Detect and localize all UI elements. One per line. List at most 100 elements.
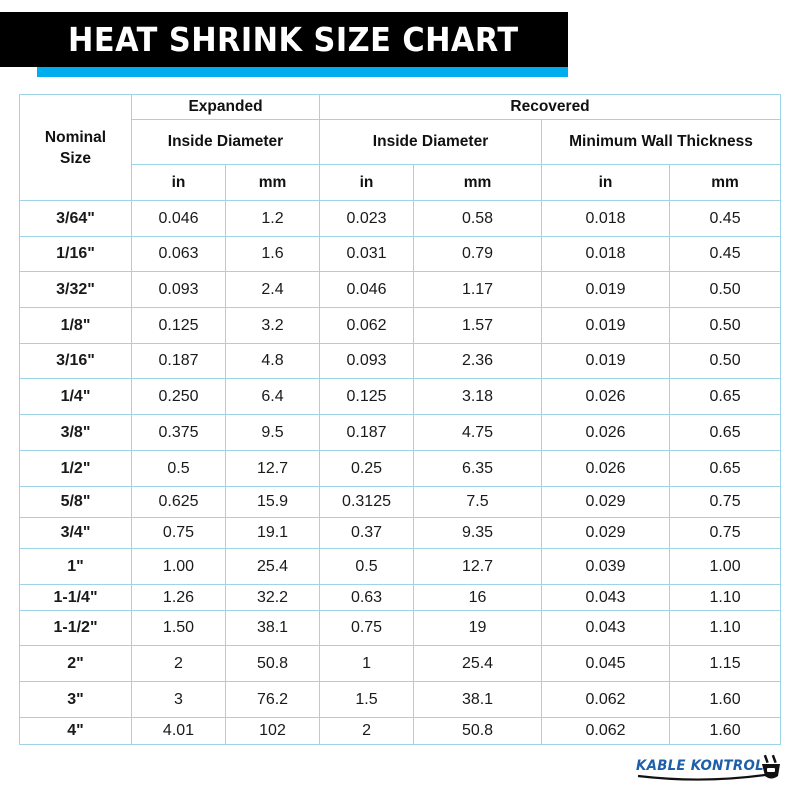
nominal-size-cell: 1-1/4" — [19, 584, 132, 611]
nominal-size-cell: 1/2" — [19, 450, 132, 487]
recovered-in-cell: 2 — [319, 717, 415, 745]
header-min-wall-thickness: Minimum Wall Thickness — [541, 119, 782, 165]
expanded-in-cell: 1.50 — [131, 610, 226, 646]
recovered-mm-cell: 1.17 — [413, 271, 543, 308]
title-banner: HEAT SHRINK SIZE CHART — [0, 12, 568, 67]
recovered-mm-cell: 12.7 — [413, 548, 543, 585]
table-row: 3/32" 0.093 2.4 0.046 1.17 0.019 0.50 — [19, 271, 782, 308]
table-row: 1-1/2" 1.50 38.1 0.75 19 0.043 1.10 — [19, 610, 782, 646]
unit-header: mm — [669, 164, 782, 201]
wall-in-cell: 0.019 — [541, 271, 671, 308]
expanded-mm-cell: 9.5 — [224, 414, 321, 451]
wall-in-cell: 0.026 — [541, 414, 671, 451]
expanded-in-cell: 0.375 — [131, 414, 226, 451]
nominal-size-cell: 3/16" — [19, 343, 132, 379]
expanded-in-cell: 0.063 — [131, 236, 226, 272]
table-row: 1-1/4" 1.26 32.2 0.63 16 0.043 1.10 — [19, 584, 782, 611]
recovered-mm-cell: 7.5 — [413, 486, 543, 518]
wall-in-cell: 0.018 — [541, 200, 671, 237]
expanded-mm-cell: 2.4 — [224, 271, 321, 308]
recovered-in-cell: 0.031 — [319, 236, 415, 272]
expanded-in-cell: 0.093 — [131, 271, 226, 308]
nominal-size-cell: 3" — [19, 681, 132, 718]
expanded-mm-cell: 50.8 — [224, 645, 321, 682]
unit-header: in — [131, 164, 226, 201]
expanded-mm-cell: 4.8 — [224, 343, 321, 379]
header-expanded: Expanded — [130, 94, 321, 120]
wall-in-cell: 0.026 — [541, 450, 671, 487]
recovered-mm-cell: 0.79 — [413, 236, 543, 272]
recovered-in-cell: 0.093 — [319, 343, 415, 379]
header-recovered: Recovered — [319, 94, 782, 120]
table-row: 1/2" 0.5 12.7 0.25 6.35 0.026 0.65 — [19, 450, 782, 487]
logo-text: KABLE KONTROL — [636, 758, 764, 774]
nominal-size-cell: 1/8" — [19, 307, 132, 344]
expanded-in-cell: 0.250 — [131, 378, 226, 415]
nominal-size-cell: 2" — [19, 645, 132, 682]
expanded-mm-cell: 102 — [224, 717, 321, 745]
expanded-in-cell: 0.046 — [131, 200, 226, 237]
nominal-size-cell: 1/4" — [19, 378, 132, 415]
table-row: 3" 3 76.2 1.5 38.1 0.062 1.60 — [19, 681, 782, 718]
recovered-mm-cell: 50.8 — [413, 717, 543, 745]
expanded-mm-cell: 1.6 — [224, 236, 321, 272]
wall-in-cell: 0.039 — [541, 548, 671, 585]
recovered-in-cell: 0.25 — [319, 450, 415, 487]
wall-mm-cell: 0.45 — [669, 236, 782, 272]
wall-in-cell: 0.029 — [541, 486, 671, 518]
wall-mm-cell: 1.60 — [669, 717, 782, 745]
table-row: 1/8" 0.125 3.2 0.062 1.57 0.019 0.50 — [19, 307, 782, 344]
recovered-mm-cell: 19 — [413, 610, 543, 646]
expanded-in-cell: 0.125 — [131, 307, 226, 344]
wall-mm-cell: 1.10 — [669, 610, 782, 646]
expanded-mm-cell: 1.2 — [224, 200, 321, 237]
unit-header: in — [541, 164, 671, 201]
wall-in-cell: 0.018 — [541, 236, 671, 272]
expanded-in-cell: 4.01 — [131, 717, 226, 745]
recovered-mm-cell: 0.58 — [413, 200, 543, 237]
recovered-in-cell: 1.5 — [319, 681, 415, 718]
expanded-in-cell: 0.187 — [131, 343, 226, 379]
expanded-in-cell: 0.625 — [131, 486, 226, 518]
table-row: 3/64" 0.046 1.2 0.023 0.58 0.018 0.45 — [19, 200, 782, 237]
recovered-mm-cell: 38.1 — [413, 681, 543, 718]
plug-icon — [762, 754, 780, 779]
recovered-mm-cell: 9.35 — [413, 517, 543, 549]
table-row: 3/4" 0.75 19.1 0.37 9.35 0.029 0.75 — [19, 517, 782, 549]
wall-mm-cell: 1.00 — [669, 548, 782, 585]
recovered-in-cell: 0.37 — [319, 517, 415, 549]
kable-kontrol-logo: KABLE KONTROL — [636, 754, 786, 790]
recovered-mm-cell: 2.36 — [413, 343, 543, 379]
wall-mm-cell: 0.65 — [669, 450, 782, 487]
expanded-mm-cell: 12.7 — [224, 450, 321, 487]
wall-mm-cell: 0.45 — [669, 200, 782, 237]
nominal-size-cell: 1-1/2" — [19, 610, 132, 646]
wall-in-cell: 0.043 — [541, 610, 671, 646]
wall-in-cell: 0.043 — [541, 584, 671, 611]
expanded-in-cell: 1.26 — [131, 584, 226, 611]
recovered-in-cell: 0.187 — [319, 414, 415, 451]
wall-mm-cell: 1.10 — [669, 584, 782, 611]
recovered-in-cell: 0.75 — [319, 610, 415, 646]
table-row: 1/16" 0.063 1.6 0.031 0.79 0.018 0.45 — [19, 236, 782, 272]
expanded-mm-cell: 15.9 — [224, 486, 321, 518]
nominal-size-cell: 4" — [19, 717, 132, 745]
wall-in-cell: 0.019 — [541, 307, 671, 344]
nominal-size-cell: 3/32" — [19, 271, 132, 308]
table-row: 3/16" 0.187 4.8 0.093 2.36 0.019 0.50 — [19, 343, 782, 379]
table-row: 1" 1.00 25.4 0.5 12.7 0.039 1.00 — [19, 548, 782, 585]
wall-mm-cell: 0.75 — [669, 517, 782, 549]
recovered-mm-cell: 16 — [413, 584, 543, 611]
wall-mm-cell: 0.50 — [669, 343, 782, 379]
wall-mm-cell: 0.75 — [669, 486, 782, 518]
table-row: 1/4" 0.250 6.4 0.125 3.18 0.026 0.65 — [19, 378, 782, 415]
expanded-mm-cell: 19.1 — [224, 517, 321, 549]
recovered-mm-cell: 1.57 — [413, 307, 543, 344]
recovered-mm-cell: 25.4 — [413, 645, 543, 682]
recovered-in-cell: 0.046 — [319, 271, 415, 308]
recovered-in-cell: 0.125 — [319, 378, 415, 415]
expanded-mm-cell: 6.4 — [224, 378, 321, 415]
wall-in-cell: 0.062 — [541, 681, 671, 718]
unit-header: mm — [224, 164, 321, 201]
nominal-size-cell: 3/8" — [19, 414, 132, 451]
